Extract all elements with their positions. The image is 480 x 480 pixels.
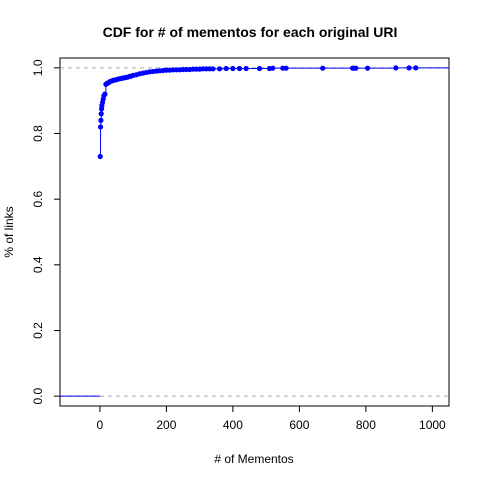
- y-tick-label: 0.2: [31, 322, 45, 339]
- y-tick-label: 0.8: [31, 125, 45, 142]
- data-point: [353, 65, 359, 71]
- plot-frame: [59, 57, 450, 407]
- data-point: [393, 65, 399, 71]
- data-point: [364, 65, 371, 71]
- x-tick-label: 800: [356, 418, 376, 432]
- y-tick-label: 0.4: [31, 256, 45, 273]
- data-point: [98, 111, 104, 117]
- data-point: [102, 91, 108, 97]
- x-axis-label: # of Mementos: [214, 452, 293, 466]
- data-point: [270, 65, 276, 71]
- x-tick-label: 0: [97, 418, 104, 432]
- data-point: [413, 65, 419, 71]
- y-tick-label: 0.6: [31, 191, 45, 208]
- chart-title: CDF for # of mementos for each original …: [103, 24, 398, 40]
- x-tick-label: 200: [156, 418, 176, 432]
- data-point: [236, 65, 243, 72]
- data-point: [230, 65, 236, 72]
- data-point: [98, 117, 104, 123]
- y-tick-label: 1.0: [31, 59, 45, 76]
- data-point: [210, 66, 216, 72]
- data-point: [406, 65, 412, 71]
- y-axis: 0.0 0.2 0.4 0.6 0.8 1.0: [31, 59, 60, 404]
- data-point: [283, 65, 289, 71]
- data-point: [320, 65, 326, 71]
- x-tick-label: 1000: [419, 418, 446, 432]
- x-axis: 0 200 400 600 800 1000: [97, 406, 446, 432]
- y-tick-label: 0.0: [31, 387, 45, 404]
- x-tick-label: 400: [223, 418, 243, 432]
- data-point: [97, 124, 104, 130]
- data-point: [256, 65, 263, 72]
- data-point: [223, 65, 229, 72]
- cdf-step-line: [100, 67, 416, 157]
- data-point: [243, 65, 249, 72]
- data-points: [97, 65, 419, 160]
- y-axis-label: % of links: [2, 206, 16, 257]
- data-point: [97, 153, 103, 160]
- data-point: [216, 66, 223, 72]
- x-tick-label: 600: [289, 418, 309, 432]
